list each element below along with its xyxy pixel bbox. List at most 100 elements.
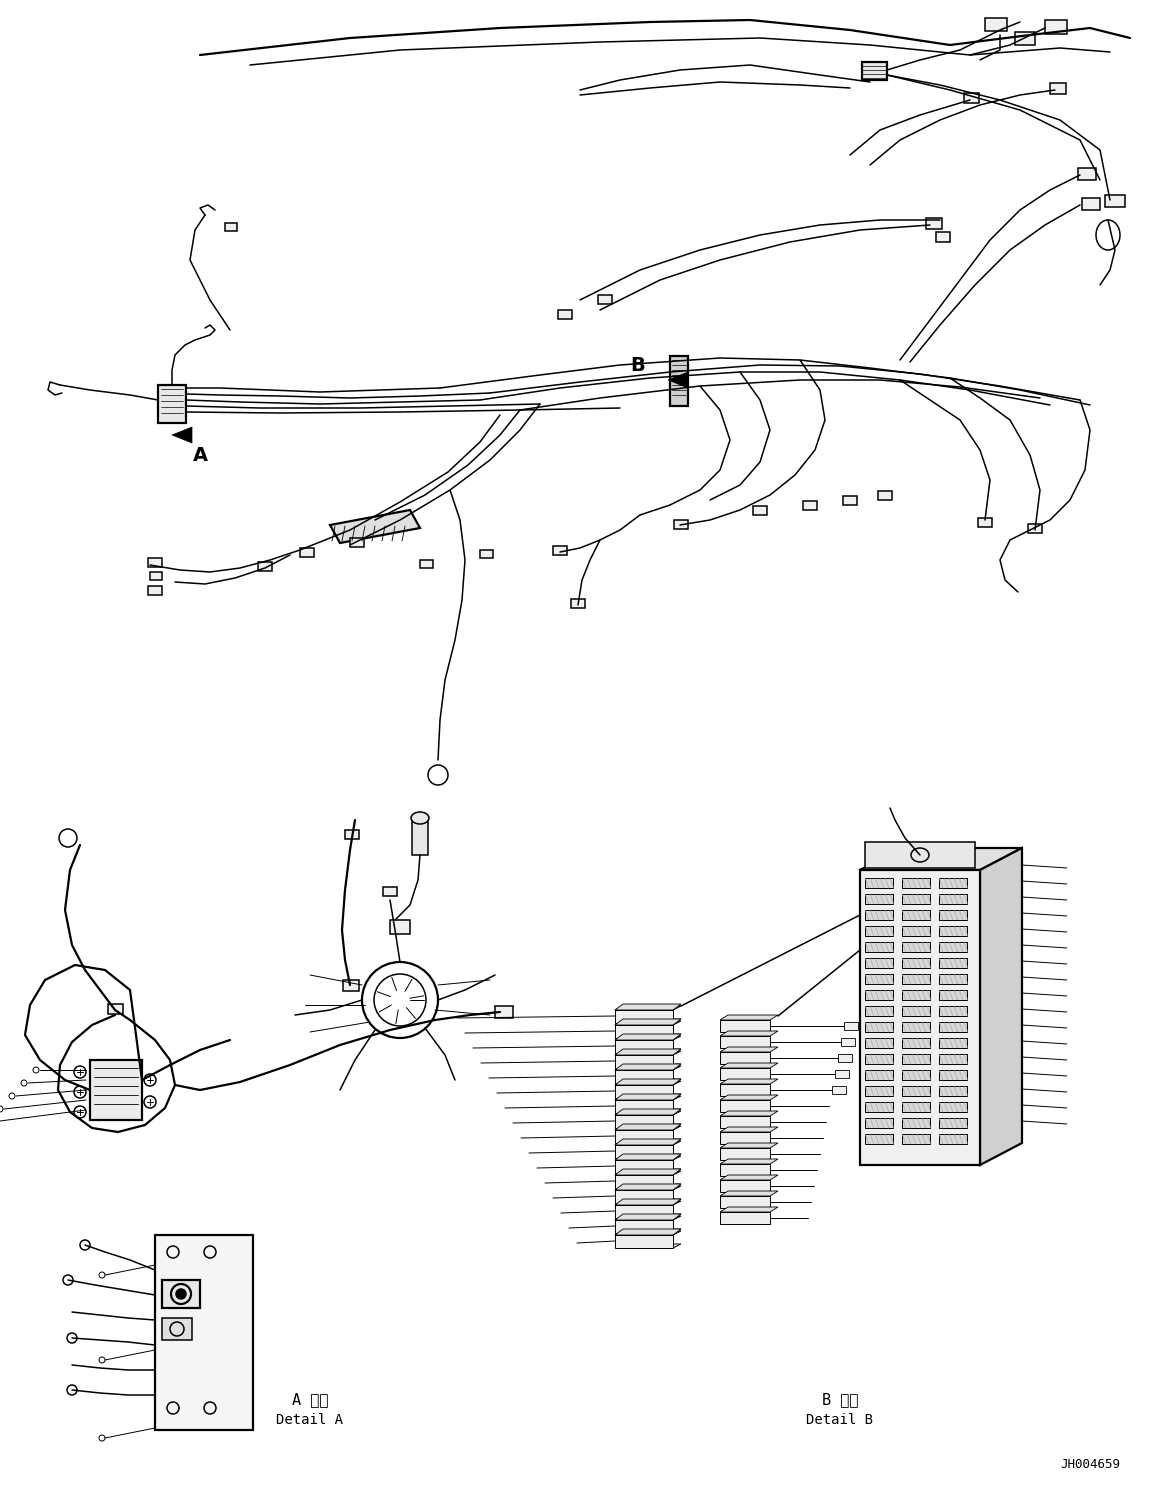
Bar (343, 981, 359, 991)
Polygon shape (615, 1100, 673, 1113)
Polygon shape (615, 1176, 673, 1187)
Bar (902, 1117, 930, 1128)
Polygon shape (615, 1019, 682, 1025)
Polygon shape (720, 1083, 770, 1097)
Bar (985, 18, 1007, 31)
Bar (383, 887, 397, 896)
Bar (832, 1086, 846, 1094)
Bar (1015, 33, 1035, 45)
Bar (162, 1280, 200, 1308)
Bar (939, 1039, 966, 1048)
Bar (902, 1022, 930, 1033)
Polygon shape (615, 1036, 682, 1054)
Bar (902, 1070, 930, 1080)
Polygon shape (615, 1065, 682, 1083)
Bar (878, 491, 892, 500)
Bar (865, 1039, 893, 1048)
Polygon shape (720, 1213, 770, 1225)
Polygon shape (615, 1051, 682, 1068)
Bar (902, 1006, 930, 1016)
Polygon shape (615, 1126, 682, 1143)
Polygon shape (615, 1006, 682, 1024)
Bar (841, 1039, 855, 1046)
Polygon shape (615, 1055, 673, 1068)
Bar (926, 219, 942, 229)
Bar (839, 1054, 852, 1062)
Bar (939, 1054, 966, 1064)
Bar (675, 519, 688, 530)
Bar (412, 820, 428, 856)
Bar (90, 1059, 142, 1120)
Ellipse shape (176, 1289, 186, 1299)
Bar (865, 942, 893, 952)
Bar (300, 548, 314, 557)
Polygon shape (720, 1159, 778, 1164)
Bar (939, 1070, 966, 1080)
Polygon shape (615, 1161, 673, 1173)
Bar (939, 958, 966, 969)
Polygon shape (720, 1164, 770, 1176)
Bar (1078, 168, 1096, 180)
Bar (1082, 198, 1100, 210)
Polygon shape (615, 1156, 682, 1173)
Polygon shape (615, 1049, 682, 1055)
Bar (939, 990, 966, 1000)
Bar (865, 926, 893, 936)
Polygon shape (720, 1180, 770, 1192)
Bar (939, 1022, 966, 1033)
Polygon shape (720, 1207, 778, 1213)
Bar (480, 551, 493, 558)
Bar (902, 1054, 930, 1064)
Bar (964, 94, 979, 103)
Bar (865, 878, 893, 888)
Polygon shape (720, 1190, 778, 1196)
Bar (865, 1022, 893, 1033)
Bar (939, 878, 966, 888)
Polygon shape (615, 1205, 673, 1219)
Bar (598, 295, 612, 304)
Polygon shape (720, 1126, 778, 1132)
Bar (670, 356, 688, 406)
Bar (939, 1117, 966, 1128)
Polygon shape (615, 1021, 682, 1039)
Polygon shape (615, 1184, 682, 1190)
Bar (939, 1103, 966, 1112)
Polygon shape (615, 1115, 673, 1128)
Polygon shape (720, 1112, 778, 1116)
Bar (158, 385, 186, 423)
Bar (902, 1086, 930, 1097)
Polygon shape (720, 1068, 770, 1080)
Polygon shape (720, 1052, 770, 1064)
Bar (571, 600, 585, 609)
Bar (1105, 195, 1125, 207)
Bar (350, 539, 364, 548)
Text: Detail A: Detail A (277, 1414, 343, 1427)
Polygon shape (615, 1079, 682, 1085)
Bar (865, 958, 893, 969)
Polygon shape (615, 1199, 682, 1205)
Bar (1050, 83, 1066, 94)
Polygon shape (720, 1116, 770, 1128)
Bar (752, 506, 768, 515)
Polygon shape (615, 1216, 682, 1234)
Polygon shape (615, 1235, 673, 1248)
Bar (843, 496, 857, 504)
Polygon shape (615, 1129, 673, 1143)
Bar (865, 1054, 893, 1064)
Text: JH004659: JH004659 (1059, 1458, 1120, 1472)
Polygon shape (615, 1144, 673, 1158)
Polygon shape (615, 1190, 673, 1202)
Bar (108, 1004, 123, 1013)
Bar (939, 942, 966, 952)
Polygon shape (615, 1070, 673, 1083)
Bar (844, 1022, 858, 1030)
Bar (862, 62, 887, 80)
Polygon shape (720, 1176, 778, 1180)
Bar (150, 571, 162, 580)
Polygon shape (720, 1143, 778, 1149)
Bar (939, 911, 966, 920)
Bar (939, 975, 966, 984)
Bar (902, 1039, 930, 1048)
Polygon shape (720, 1036, 770, 1048)
Polygon shape (615, 1186, 682, 1202)
